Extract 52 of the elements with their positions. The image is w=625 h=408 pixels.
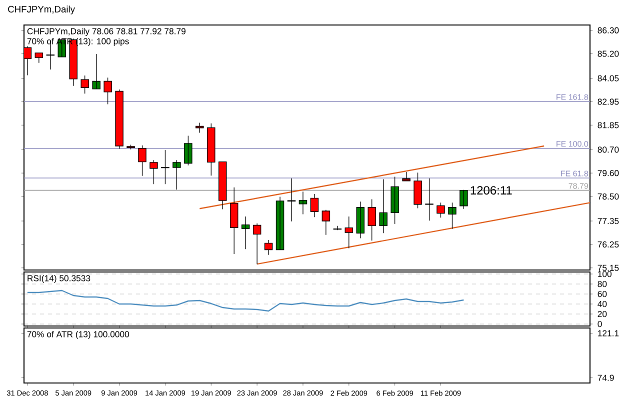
y-tick-label: 80.70: [598, 146, 619, 153]
chart-title: RSI(14) 50.3533: [28, 274, 90, 284]
candlestick: [264, 240, 273, 256]
y-tick-label: 84.05: [598, 75, 619, 82]
y-tick-label: 77.35: [598, 218, 619, 224]
y-tick-label: 121.1: [598, 330, 619, 336]
y-tick-label: 100: [598, 270, 612, 278]
y-tick-label: 80: [598, 280, 607, 288]
candlestick: [344, 216, 354, 249]
candlestick: [310, 194, 319, 218]
y-tick-label: 76.25: [598, 241, 619, 248]
ref-line-label: FE 61.8: [561, 170, 588, 176]
annotation: 1206:11: [470, 186, 512, 195]
candlestick: [252, 223, 262, 265]
candlestick: [414, 172, 422, 209]
candlestick: [322, 210, 330, 236]
candlestick: [436, 202, 445, 218]
y-tick-label: 0: [598, 320, 602, 328]
y-tick-label: 85.20: [598, 50, 619, 57]
chart-title: 70% of ATR (13) 100.0000: [27, 330, 130, 340]
y-tick-label: 60: [598, 290, 607, 298]
candlestick: [218, 161, 227, 210]
candlestick: [126, 144, 135, 150]
candlestick: [333, 226, 342, 230]
candlestick: [241, 216, 250, 250]
candlestick: [138, 145, 146, 176]
candlestick: [230, 187, 238, 254]
y-tick-label: 40: [598, 300, 607, 308]
candlestick: [298, 191, 308, 215]
y-tick-label: 75.15: [598, 264, 619, 271]
y-tick-label: 86.30: [598, 27, 619, 34]
y-tick-label: 82.95: [598, 98, 619, 105]
candlestick: [80, 75, 89, 94]
candlestick: [287, 178, 296, 222]
candlestick: [368, 198, 376, 241]
chart-subtitle: CHFJPYm,Daily 78.06 78.81 77.92 78.79: [27, 28, 186, 36]
candlestick: [402, 172, 410, 182]
y-tick-label: 79.60: [598, 170, 619, 176]
chart-title: CHFJPYm,Daily: [8, 6, 75, 14]
y-tick-label: 78.50: [598, 193, 619, 200]
y-tick-label: 20: [598, 310, 607, 318]
candlestick: [207, 123, 216, 176]
candlestick: [34, 52, 44, 64]
ref-line-label: FE 100.0: [556, 141, 588, 147]
ref-line-label: 78.79: [568, 183, 588, 189]
y-tick-label: 81.85: [598, 122, 619, 128]
candlestick: [104, 77, 112, 105]
candlestick: [150, 160, 158, 184]
ref-line-label: FE 161.8: [556, 94, 588, 100]
candlestick: [115, 89, 124, 150]
line-series: [26, 290, 464, 312]
y-tick-label: 74.9: [598, 374, 614, 381]
